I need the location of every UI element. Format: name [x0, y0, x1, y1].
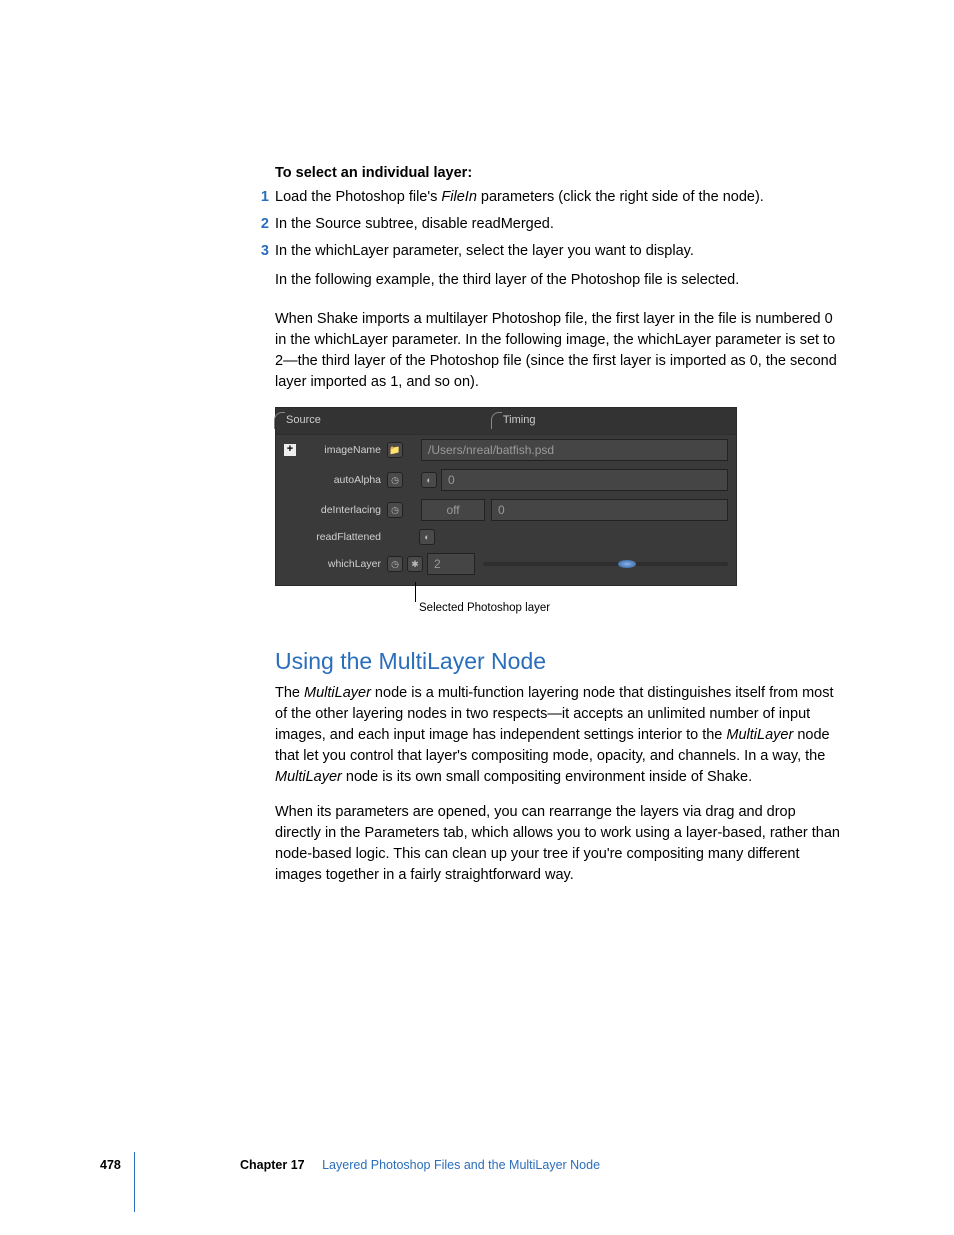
- clock-icon[interactable]: ◷: [387, 472, 403, 488]
- row-whichlayer: whichLayer ◷ ✱ 2: [276, 549, 736, 585]
- label-deinterlacing: deInterlacing: [304, 504, 387, 516]
- section-paragraph-1: The MultiLayer node is a multi-function …: [275, 683, 840, 788]
- whichlayer-field[interactable]: 2: [427, 553, 475, 575]
- content-column: To select an individual layer: 1 Load th…: [275, 165, 840, 894]
- row-deinterlacing: deInterlacing ◷ off 0: [276, 495, 736, 525]
- step-number: 2: [251, 214, 269, 235]
- expand-icon[interactable]: +: [284, 444, 296, 456]
- row-imagename: + imageName 📁 /Users/nreal/batfish.psd: [276, 435, 736, 465]
- whichlayer-slider[interactable]: [483, 562, 728, 566]
- step-2: 2 In the Source subtree, disable readMer…: [275, 214, 840, 235]
- label-readflattened: readFlattened: [304, 531, 387, 543]
- step-number: 3: [251, 241, 269, 262]
- section-heading: Using the MultiLayer Node: [275, 648, 840, 675]
- deinterlacing-field[interactable]: 0: [491, 499, 728, 521]
- callout-label: Selected Photoshop layer: [419, 602, 550, 614]
- shake-parameters-panel: Source Timing + imageName 📁 /Users/nreal…: [275, 407, 737, 586]
- after-steps-text: In the following example, the third laye…: [275, 270, 840, 291]
- toggle-icon[interactable]: ◐: [419, 529, 435, 545]
- step-body: Load the Photoshop file's FileIn paramet…: [275, 187, 840, 208]
- section-paragraph-2: When its parameters are opened, you can …: [275, 802, 840, 886]
- page-number: 478: [100, 1158, 121, 1172]
- step-body: In the Source subtree, disable readMerge…: [275, 214, 840, 235]
- label-autoalpha: autoAlpha: [304, 474, 387, 486]
- folder-icon[interactable]: 📁: [387, 442, 403, 458]
- clock-icon[interactable]: ◷: [387, 556, 403, 572]
- step-number: 1: [251, 187, 269, 208]
- row-autoalpha: autoAlpha ◷ ◐ 0: [276, 465, 736, 495]
- callout-line: [415, 582, 416, 602]
- label-whichlayer: whichLayer: [304, 558, 387, 570]
- step-text-italic: FileIn: [441, 189, 476, 205]
- procedure-title: To select an individual layer:: [275, 165, 840, 181]
- label-imagename: imageName: [304, 444, 387, 456]
- imagename-field[interactable]: /Users/nreal/batfish.psd: [421, 439, 728, 461]
- footer-title: Layered Photoshop Files and the MultiLay…: [322, 1158, 600, 1172]
- footer-chapter: Chapter 17: [240, 1158, 305, 1172]
- footer-rule: [134, 1152, 135, 1212]
- tab-timing[interactable]: Timing: [499, 412, 544, 434]
- toggle-icon[interactable]: ◐: [421, 472, 437, 488]
- step-1: 1 Load the Photoshop file's FileIn param…: [275, 187, 840, 208]
- deinterlacing-mode[interactable]: off: [421, 499, 485, 521]
- page: To select an individual layer: 1 Load th…: [0, 0, 954, 1235]
- tab-source[interactable]: Source: [282, 412, 329, 434]
- row-readflattened: readFlattened ◐: [276, 525, 736, 549]
- autoalpha-field[interactable]: 0: [441, 469, 728, 491]
- step-text-pre: Load the Photoshop file's: [275, 189, 441, 205]
- slider-knob[interactable]: [618, 560, 636, 568]
- key-icon[interactable]: ✱: [407, 556, 423, 572]
- step-body: In the whichLayer parameter, select the …: [275, 241, 840, 262]
- footer-text: Chapter 17 Layered Photoshop Files and t…: [240, 1158, 600, 1172]
- clock-icon[interactable]: ◷: [387, 502, 403, 518]
- explanatory-paragraph: When Shake imports a multilayer Photosho…: [275, 309, 840, 393]
- step-3: 3 In the whichLayer parameter, select th…: [275, 241, 840, 262]
- shake-tabs: Source Timing: [276, 408, 736, 435]
- callout-wrap: Selected Photoshop layer: [275, 590, 840, 620]
- step-text-post: parameters (click the right side of the …: [477, 189, 764, 205]
